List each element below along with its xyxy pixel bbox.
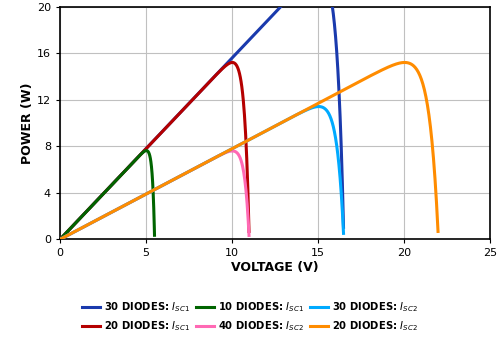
X-axis label: VOLTAGE (V): VOLTAGE (V): [231, 261, 319, 274]
Legend: 30 DIODES: $I_{SC1}$, 20 DIODES: $I_{SC1}$, 10 DIODES: $I_{SC1}$, 40 DIODES: $I_: 30 DIODES: $I_{SC1}$, 20 DIODES: $I_{SC1…: [78, 297, 422, 337]
Y-axis label: POWER (W): POWER (W): [21, 82, 34, 164]
